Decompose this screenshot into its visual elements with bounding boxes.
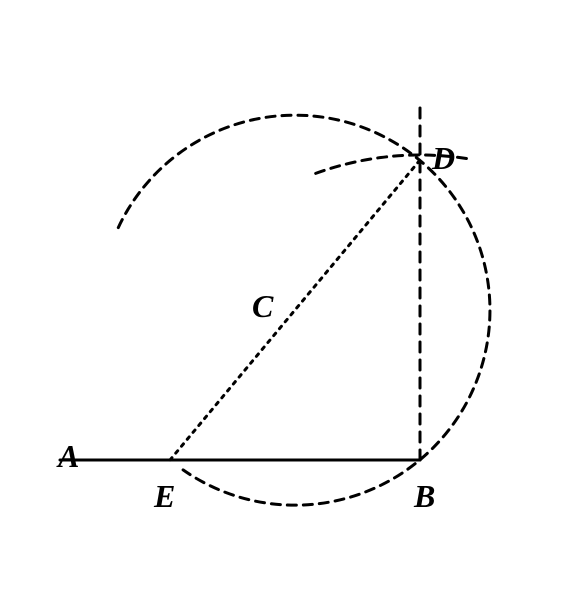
label-B: B [414, 478, 435, 515]
geometric-diagram: A E B C D [0, 0, 580, 600]
diagram-svg [0, 0, 580, 600]
label-A: A [58, 438, 79, 475]
label-C: C [252, 288, 273, 325]
line-ED-diameter [170, 160, 420, 460]
label-D: D [432, 140, 455, 177]
label-E: E [154, 478, 175, 515]
